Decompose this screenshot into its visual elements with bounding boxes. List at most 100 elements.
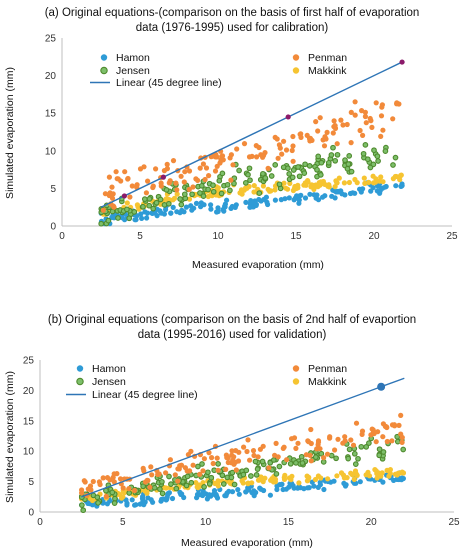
data-point — [290, 187, 296, 194]
data-point — [102, 191, 108, 197]
data-point — [296, 197, 302, 203]
data-point — [165, 200, 172, 207]
y-tick-label: 25 — [23, 356, 35, 367]
data-point — [164, 161, 170, 167]
data-point — [317, 115, 323, 121]
data-point — [344, 165, 351, 172]
data-point — [373, 439, 379, 445]
data-point — [228, 152, 234, 158]
data-point — [363, 444, 370, 450]
data-point — [351, 450, 358, 457]
data-point — [295, 164, 301, 170]
legend-label: Makkink — [308, 376, 347, 388]
data-point — [380, 179, 386, 185]
data-point — [353, 420, 360, 426]
data-point — [199, 461, 205, 467]
data-point — [127, 194, 133, 200]
data-point — [283, 147, 290, 153]
data-point — [181, 179, 187, 185]
data-point — [164, 166, 170, 172]
legend-label: Makkink — [308, 65, 347, 77]
data-point — [331, 478, 337, 484]
x-tick-label: 10 — [200, 517, 212, 528]
data-point — [164, 196, 170, 202]
data-point — [113, 169, 119, 175]
data-point — [325, 159, 332, 166]
data-point — [308, 458, 314, 464]
data-point — [254, 154, 260, 160]
data-point — [378, 174, 384, 180]
data-point — [254, 466, 261, 472]
data-point — [382, 423, 389, 429]
data-point — [375, 429, 381, 435]
data-point — [364, 156, 371, 163]
data-point — [328, 152, 335, 158]
data-point — [234, 146, 240, 152]
data-point — [315, 128, 321, 134]
data-point — [140, 465, 146, 471]
data-point — [315, 442, 321, 448]
data-point — [175, 478, 181, 484]
data-point — [287, 180, 293, 186]
data-point — [309, 137, 315, 143]
data-point — [189, 207, 195, 213]
data-point — [195, 463, 201, 470]
data-point — [134, 182, 140, 188]
data-point — [245, 437, 251, 443]
x-tick-label: 20 — [366, 517, 378, 528]
data-point — [105, 217, 112, 224]
data-point — [149, 210, 155, 216]
data-point — [109, 195, 116, 201]
data-point — [141, 196, 148, 202]
data-point — [247, 177, 253, 184]
data-point — [262, 475, 268, 481]
data-point — [229, 448, 235, 454]
legend-label: Penman — [308, 363, 347, 375]
data-point — [357, 479, 363, 485]
data-point — [235, 458, 242, 464]
data-point — [203, 165, 210, 171]
data-point — [139, 215, 145, 221]
line-marker-point — [377, 382, 386, 391]
data-point — [94, 494, 101, 501]
data-point — [326, 182, 332, 188]
data-point — [313, 183, 319, 189]
data-point — [208, 474, 215, 481]
data-point — [256, 190, 263, 196]
data-point — [244, 448, 250, 455]
data-point — [321, 455, 327, 461]
data-point — [378, 113, 385, 119]
data-point — [97, 481, 103, 488]
data-point — [398, 412, 404, 418]
data-point — [358, 443, 365, 450]
x-tick-label: 25 — [448, 517, 460, 528]
data-point — [322, 181, 328, 187]
data-point — [330, 130, 336, 136]
data-point — [190, 462, 196, 468]
data-point — [193, 200, 200, 206]
data-point — [119, 495, 125, 501]
data-point — [149, 472, 155, 478]
data-point — [183, 204, 189, 210]
linear-45-degree-line — [100, 61, 403, 208]
data-point — [398, 173, 404, 179]
y-tick-label: 20 — [45, 71, 57, 82]
chart-a-ylabel: Simulated evaporation (mm) — [4, 67, 16, 199]
data-point — [206, 481, 213, 487]
data-point — [137, 501, 143, 507]
data-point — [246, 487, 252, 493]
data-point — [295, 185, 301, 191]
data-point — [100, 207, 106, 213]
data-point — [205, 193, 211, 200]
data-point — [352, 461, 359, 467]
linear-45-degree-line — [81, 377, 405, 498]
data-point — [362, 180, 368, 186]
data-point — [290, 143, 296, 149]
data-point — [188, 448, 194, 454]
data-point — [202, 176, 208, 183]
data-point — [115, 176, 121, 182]
data-point — [103, 493, 109, 499]
data-point — [186, 186, 192, 193]
data-point — [262, 175, 269, 181]
